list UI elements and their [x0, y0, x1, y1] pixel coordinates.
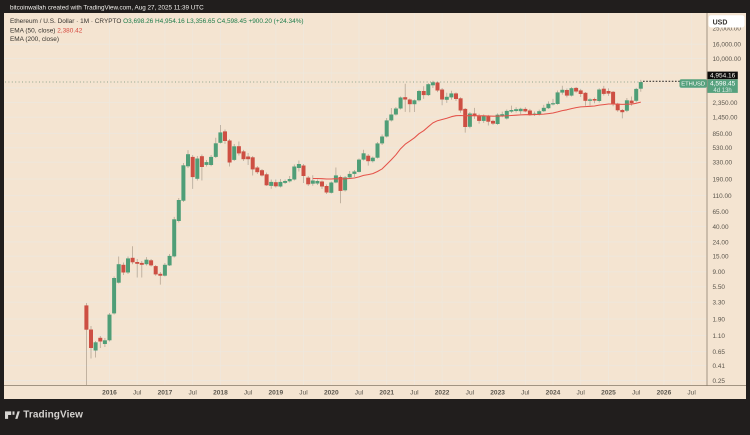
svg-text:3.30: 3.30 — [713, 300, 726, 307]
svg-text:2026: 2026 — [657, 390, 672, 397]
svg-text:EMA (200, close): EMA (200, close) — [10, 36, 59, 43]
svg-text:2018: 2018 — [213, 390, 228, 397]
svg-text:16,000.00: 16,000.00 — [713, 42, 742, 49]
svg-text:2024: 2024 — [546, 390, 561, 397]
svg-text:9.00: 9.00 — [713, 269, 726, 276]
svg-text:2023: 2023 — [490, 390, 505, 397]
svg-text:10,000.00: 10,000.00 — [713, 56, 742, 63]
svg-text:EMA (50, close) 2,380.42: EMA (50, close) 2,380.42 — [10, 27, 83, 34]
svg-text:15.00: 15.00 — [713, 254, 729, 261]
svg-text:Jul: Jul — [521, 390, 530, 397]
svg-text:0.65: 0.65 — [713, 349, 726, 356]
svg-text:5.50: 5.50 — [713, 284, 726, 291]
svg-text:Jul: Jul — [466, 390, 475, 397]
svg-text:4,954.16: 4,954.16 — [710, 73, 736, 80]
svg-text:1,450.00: 1,450.00 — [713, 115, 738, 122]
svg-text:4d 13h: 4d 13h — [713, 88, 731, 94]
svg-text:65.00: 65.00 — [713, 209, 729, 216]
svg-text:2025: 2025 — [601, 390, 616, 397]
svg-text:Jul: Jul — [133, 390, 142, 397]
svg-text:Jul: Jul — [188, 390, 197, 397]
svg-text:40.00: 40.00 — [713, 224, 729, 231]
svg-text:190.00: 190.00 — [713, 176, 733, 183]
svg-text:bitcoinwallah created with Tra: bitcoinwallah created with TradingView.c… — [10, 5, 204, 12]
svg-text:Jul: Jul — [576, 390, 585, 397]
svg-text:Jul: Jul — [244, 390, 253, 397]
svg-text:Jul: Jul — [355, 390, 364, 397]
svg-text:Jul: Jul — [299, 390, 308, 397]
svg-text:2019: 2019 — [268, 390, 283, 397]
svg-text:530.00: 530.00 — [713, 145, 733, 152]
svg-text:2016: 2016 — [102, 390, 117, 397]
svg-text:1.90: 1.90 — [713, 316, 726, 323]
svg-text:Jul: Jul — [410, 390, 419, 397]
svg-text:330.00: 330.00 — [713, 160, 733, 167]
svg-text:110.00: 110.00 — [713, 193, 733, 200]
svg-text:4,598.45: 4,598.45 — [710, 80, 736, 87]
svg-text:2020: 2020 — [324, 390, 339, 397]
svg-text:ETHUSD: ETHUSD — [681, 82, 705, 88]
svg-text:Ethereum / U.S. Dollar · 1M ·: Ethereum / U.S. Dollar · 1M · CRYPTO O3,… — [10, 18, 304, 25]
svg-text:Jul: Jul — [687, 390, 696, 397]
svg-text:1.10: 1.10 — [713, 333, 726, 340]
svg-text:0.41: 0.41 — [713, 363, 726, 370]
svg-text:Jul: Jul — [632, 390, 641, 397]
svg-text:25,000.00: 25,000.00 — [713, 26, 742, 33]
svg-text:24.00: 24.00 — [713, 239, 729, 246]
svg-text:2021: 2021 — [379, 390, 394, 397]
svg-text:850.00: 850.00 — [713, 131, 733, 138]
svg-text:TradingView: TradingView — [23, 410, 83, 421]
svg-text:2022: 2022 — [435, 390, 450, 397]
svg-text:2017: 2017 — [158, 390, 173, 397]
svg-text:USD: USD — [713, 19, 728, 26]
svg-text:0.25: 0.25 — [713, 378, 726, 385]
svg-text:2,350.00: 2,350.00 — [713, 100, 738, 107]
